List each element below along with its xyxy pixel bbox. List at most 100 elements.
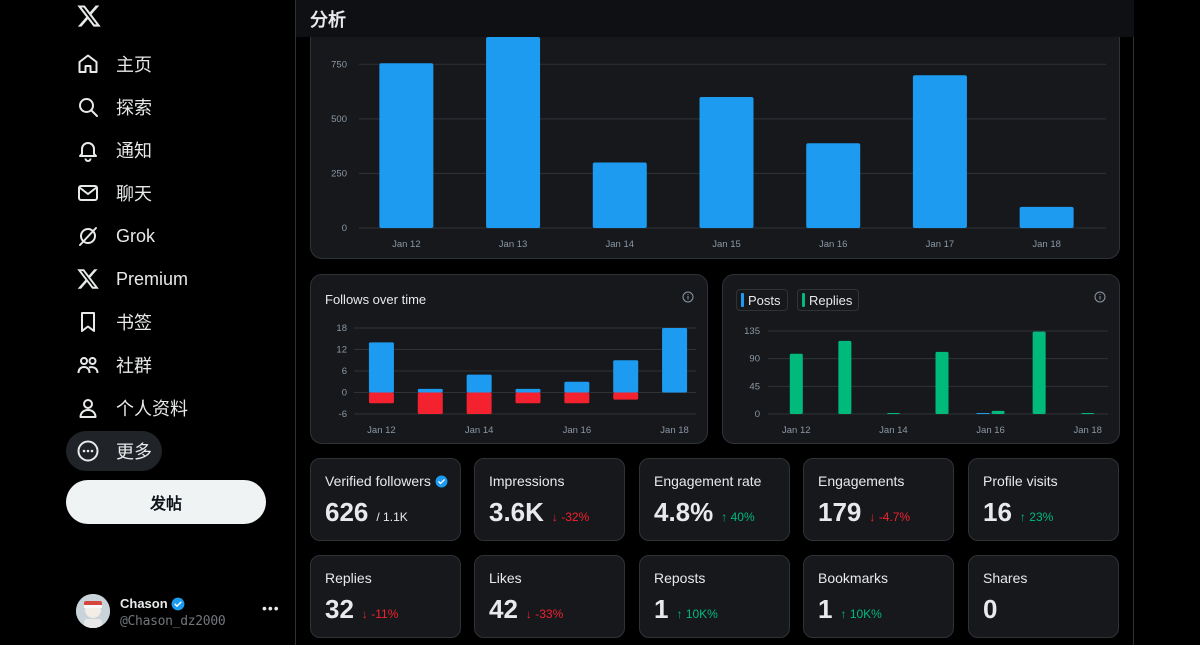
metric-sub: / 1.1K [376,510,408,524]
bar[interactable] [379,63,434,228]
metric-card[interactable]: Engagements 179 ↓ -4.7% [803,458,954,541]
bar-positive[interactable] [564,381,590,393]
bar[interactable] [912,75,967,228]
metric-value-row: 42 ↓ -33% [489,594,563,625]
bar-replies[interactable] [886,413,900,414]
sidebar-item-3[interactable]: 聊天 [66,173,162,213]
bar-replies[interactable] [1081,413,1095,414]
sidebar-item-label: Premium [116,268,189,289]
bell-icon [79,142,97,162]
x-tick-label: Jan 12 [392,239,421,250]
metric-delta: ↓ -32% [552,510,589,524]
sidebar-item-7[interactable]: 社群 [66,345,162,385]
bar-negative[interactable] [515,392,541,404]
bar-replies[interactable] [838,340,852,414]
sidebar-item-label: 主页 [116,55,152,75]
metric-label: Verified followers [325,473,448,489]
metric-label-text: Bookmarks [818,570,889,586]
metric-card[interactable]: Likes 42 ↓ -33% [474,555,625,638]
sidebar-item-6[interactable]: 书签 [66,302,162,342]
sidebar-item-9[interactable]: 更多 [66,431,162,471]
sidebar-item-0[interactable]: 主页 [66,44,162,84]
bar-negative[interactable] [466,392,492,415]
more-dots-icon[interactable]: ••• [262,600,280,616]
metric-card[interactable]: Shares 0 [968,555,1119,638]
home-icon [78,54,98,73]
avatar [76,594,110,628]
page-title: 分析 [310,10,346,30]
metric-delta: ↑ 40% [721,510,754,524]
sidebar-item-label: 探索 [116,98,152,118]
sidebar-item-label: 个人资料 [116,399,188,419]
bar[interactable] [806,143,861,228]
metric-value: 0 [983,594,998,624]
info-icon[interactable] [682,291,694,303]
metric-card[interactable]: Bookmarks 1 ↑ 10K% [803,555,954,638]
metric-card[interactable]: Engagement rate 4.8% ↑ 40% [639,458,790,541]
metric-value-row: 3.6K ↓ -32% [489,497,589,528]
metric-label-text: Profile visits [983,473,1058,489]
x-tick-label: Jan 17 [926,239,955,250]
x-logo-icon[interactable] [76,3,102,29]
metric-delta-text: 40% [730,510,755,524]
x-tick-label: Jan 14 [879,425,908,436]
metric-card[interactable]: Impressions 3.6K ↓ -32% [474,458,625,541]
bar-positive[interactable] [613,360,639,393]
bar-positive[interactable] [662,328,688,393]
sidebar-item-label: 通知 [116,141,152,161]
metric-label: Engagement rate [654,473,761,489]
bar-negative[interactable] [368,392,394,404]
sidebar-item-5[interactable]: Premium [66,259,198,299]
metric-value: 3.6K [489,497,544,527]
bar-replies[interactable] [1032,331,1046,414]
bar-negative[interactable] [613,392,639,400]
person-icon [79,399,97,418]
bar-negative[interactable] [417,392,443,415]
sidebar-item-8[interactable]: 个人资料 [66,388,198,428]
sidebar-item-4[interactable]: Grok [66,216,165,256]
verified-badge-icon [171,597,185,610]
bar-replies[interactable] [789,353,803,414]
bar[interactable] [1019,206,1074,228]
metric-label-text: Verified followers [325,473,431,489]
follows-panel: Follows over time -6 0 6 12 18 Jan 12 Jan 14 Ja… [310,274,708,444]
metric-card[interactable]: Replies 32 ↓ -11% [310,555,461,638]
sidebar-item-1[interactable]: 探索 [66,87,162,127]
bar-positive[interactable] [466,374,492,393]
bar-replies[interactable] [991,410,1005,414]
bar-replies[interactable] [935,351,949,414]
bar-positive[interactable] [515,388,541,393]
metric-delta: ↑ 10K% [840,607,881,621]
metric-value: 32 [325,594,354,624]
mail-icon [78,185,98,201]
bar[interactable] [592,162,647,228]
impressions-chart-panel: 0 250 500 750 Jan 12 Jan 13 Jan 14 Jan 15 Jan 16… [310,37,1120,259]
info-icon[interactable] [1094,291,1106,303]
legend-posts[interactable]: Posts [736,289,788,311]
bar-positive[interactable] [368,342,394,393]
metric-label: Engagements [818,473,904,489]
metric-card[interactable]: Reposts 1 ↑ 10K% [639,555,790,638]
x-tick-label: Jan 15 [712,239,741,250]
sidebar-item-label: 聊天 [116,184,152,204]
bar-posts[interactable] [976,413,990,414]
bar[interactable] [699,97,754,229]
bar-positive[interactable] [417,388,443,393]
account-switcher[interactable]: Chason @Chason_dz2000 ••• [76,592,286,632]
sidebar-item-label: Grok [116,225,156,246]
bar[interactable] [486,37,541,228]
metric-label-text: Reposts [654,570,706,586]
bar-negative[interactable] [564,392,590,404]
metric-card[interactable]: Verified followers 626 / 1.1K [310,458,461,541]
y-tick-label: 750 [331,59,347,70]
metric-card[interactable]: Profile visits 16 ↑ 23% [968,458,1119,541]
x-tick-label: Jan 12 [367,425,396,436]
y-tick-label: -6 [339,409,347,420]
x-tick-label: Jan 18 [1073,425,1102,436]
profile-handle: @Chason_dz2000 [120,614,226,629]
metric-value-row: 626 / 1.1K [325,497,408,528]
legend-replies[interactable]: Replies [797,289,860,311]
y-tick-label: 18 [336,323,347,334]
sidebar-item-2[interactable]: 通知 [66,130,162,170]
post-button[interactable]: 发帖 [66,480,266,524]
